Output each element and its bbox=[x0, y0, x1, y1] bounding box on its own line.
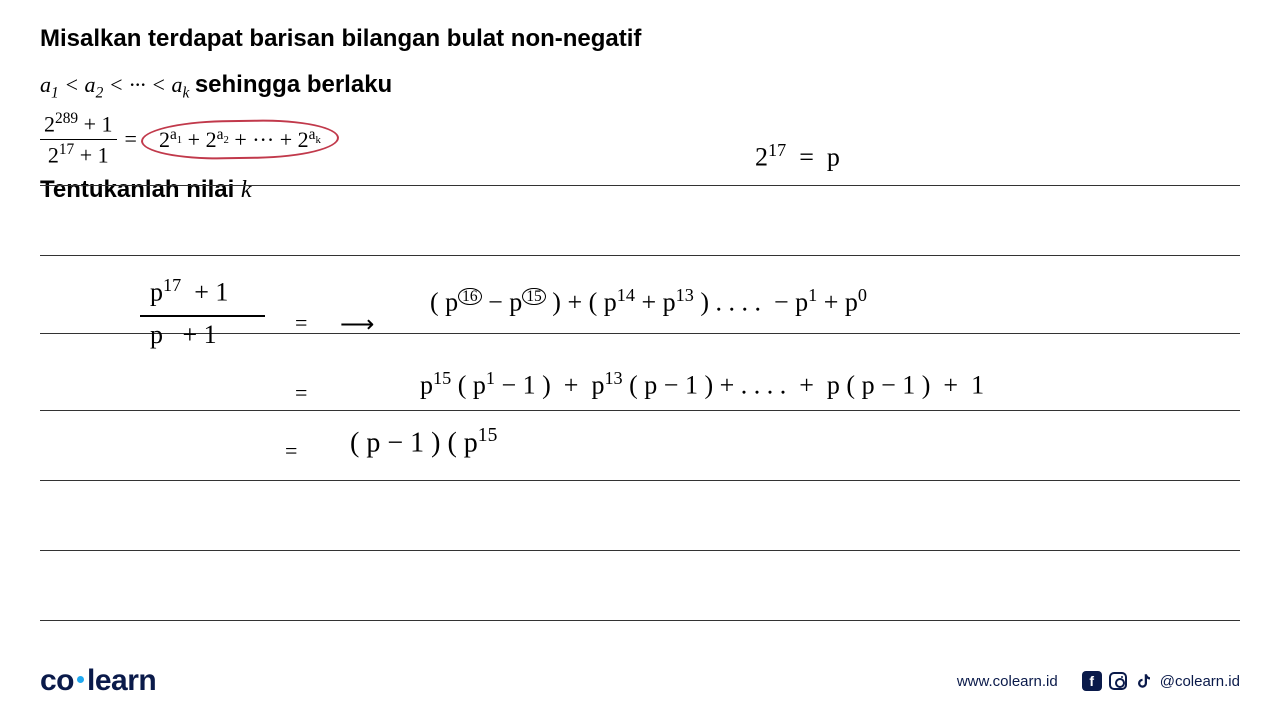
ruled-line bbox=[40, 185, 1240, 186]
sehingga-berlaku: sehingga berlaku bbox=[195, 71, 392, 98]
hw-frac-num: p17 + 1 bbox=[150, 275, 228, 308]
fraction-bar bbox=[40, 139, 117, 140]
logo-learn: learn bbox=[87, 664, 156, 697]
ruled-line bbox=[40, 255, 1240, 256]
logo-dot-icon bbox=[77, 676, 84, 683]
fraction-lhs: 2289 + 1 217 + 1 bbox=[40, 110, 117, 168]
colearn-logo: colearn bbox=[40, 664, 156, 698]
question-text: Tentukanlah nilai bbox=[40, 176, 241, 203]
equals-sign: = bbox=[125, 126, 137, 152]
ruled-line bbox=[40, 550, 1240, 551]
hw-eq2: = bbox=[295, 380, 307, 406]
ruled-line bbox=[40, 333, 1240, 334]
sequence-inequality: a1 < a2 < ··· < ak sehingga berlaku bbox=[40, 71, 1240, 102]
rhs-expression: 2a1 + 2a2 + ··· + 2ak bbox=[159, 127, 321, 152]
sequence-vars: a1 < a2 < ··· < ak bbox=[40, 72, 189, 97]
facebook-icon: f bbox=[1082, 671, 1102, 691]
hw-eq3: = bbox=[285, 438, 297, 464]
footer-handle: @colearn.id bbox=[1160, 673, 1240, 690]
hw-eq1: = bbox=[295, 310, 307, 336]
fraction-denominator: 217 + 1 bbox=[44, 141, 113, 168]
logo-co: co bbox=[40, 664, 74, 697]
fraction-numerator: 2289 + 1 bbox=[40, 110, 117, 137]
hw-frac-den: p + 1 bbox=[150, 320, 217, 350]
main-equation: 2289 + 1 217 + 1 = 2a1 + 2a2 + ··· + 2ak bbox=[40, 110, 1240, 168]
social-group: f @colearn.id bbox=[1082, 671, 1240, 691]
problem-title: Misalkan terdapat barisan bilangan bulat… bbox=[40, 25, 1240, 53]
hw-step3: ( p − 1 ) ( p15 bbox=[350, 425, 497, 459]
instagram-icon bbox=[1108, 671, 1128, 691]
hw-frac-bar bbox=[140, 315, 265, 317]
hw-step1: ( p16 − p15 ) + ( p14 + p13 ) . . . . − … bbox=[430, 285, 867, 318]
hw-arrow: ⟶ bbox=[340, 310, 374, 339]
question-line: Tentukanlah nilai k bbox=[40, 176, 1240, 204]
footer: colearn www.colearn.id f @colearn.id bbox=[40, 664, 1240, 698]
rhs-sum: 2a1 + 2a2 + ··· + 2ak bbox=[145, 122, 335, 157]
variable-k: k bbox=[241, 177, 252, 203]
tiktok-icon bbox=[1134, 671, 1154, 691]
hw-substitution: 217 = p bbox=[755, 140, 840, 173]
ruled-line bbox=[40, 620, 1240, 621]
footer-right: www.colearn.id f @colearn.id bbox=[957, 671, 1240, 691]
ruled-line bbox=[40, 410, 1240, 411]
ruled-line bbox=[40, 480, 1240, 481]
hw-step2: p15 ( p1 − 1 ) + p13 ( p − 1 ) + . . . .… bbox=[420, 368, 984, 401]
footer-url: www.colearn.id bbox=[957, 673, 1058, 690]
